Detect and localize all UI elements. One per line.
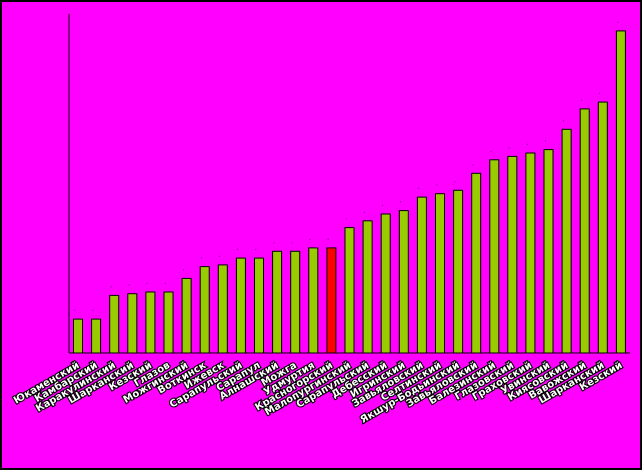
- value-marker-24: ˊ: [507, 147, 510, 154]
- bar-15: [344, 227, 355, 354]
- value-marker-12: ˊ: [290, 242, 293, 249]
- bar-20: [435, 193, 445, 354]
- bar-27: [561, 128, 572, 354]
- bar-3: [127, 293, 138, 354]
- value-marker-0: ˊ: [73, 310, 76, 317]
- value-marker-17: ˊ: [381, 205, 384, 212]
- bar-7: [199, 266, 210, 354]
- bar-26: [543, 149, 554, 354]
- bar-17: [380, 213, 391, 354]
- value-marker-4: ˊ: [145, 283, 148, 290]
- bar-30: [615, 30, 626, 354]
- value-marker-19: ˊ: [417, 188, 420, 195]
- value-marker-5: ˊ: [164, 283, 167, 290]
- value-marker-23: ˊ: [489, 151, 492, 158]
- value-marker-22: ˊ: [471, 164, 474, 171]
- bar-18: [398, 210, 409, 354]
- value-marker-26: ˊ: [544, 141, 547, 148]
- value-marker-11: ˊ: [272, 242, 275, 249]
- value-marker-1: ˊ: [91, 310, 94, 317]
- bar-0: [73, 318, 83, 354]
- bar-14: [326, 247, 337, 354]
- bar-1: [91, 318, 102, 354]
- bar-29: [597, 101, 608, 354]
- value-marker-20: ˊ: [435, 185, 438, 192]
- bar-28: [579, 108, 590, 354]
- value-labels-group: ˊ ˊ ˊ ˊ ˊ ˊ ˊ ˊ ˊ ˊ ˊ ˊ ˊ ˊ ˊ ˊ ˊ ˊ ˊ ˊ ˊ ˊ ˊ ˊ ˊ ˊ ˊ ˊ ˊ ˊ ˊ: [73, 22, 619, 317]
- bar-23: [489, 159, 500, 354]
- value-marker-15: ˊ: [345, 219, 348, 226]
- value-marker-29: ˊ: [598, 93, 601, 100]
- value-marker-10: ˊ: [254, 249, 257, 256]
- value-marker-6: ˊ: [182, 269, 185, 276]
- value-marker-9: ˊ: [236, 249, 239, 256]
- value-marker-25: ˊ: [526, 144, 529, 151]
- bar-19: [416, 196, 427, 354]
- value-marker-30: ˊ: [616, 22, 619, 29]
- value-marker-21: ˊ: [453, 181, 456, 188]
- category-labels-group: ЮкаменскийКамбарскийКаракулинскийШарканс…: [11, 358, 626, 427]
- bar-2: [109, 294, 120, 354]
- value-marker-18: ˊ: [399, 202, 402, 209]
- bar-12: [290, 250, 301, 354]
- value-marker-3: ˊ: [127, 285, 130, 292]
- bar-4: [145, 291, 156, 354]
- value-marker-27: ˊ: [562, 120, 565, 127]
- bar-22: [471, 172, 482, 354]
- value-marker-14: ˊ: [326, 239, 329, 246]
- bars-group: [73, 30, 626, 354]
- bar-10: [254, 257, 264, 354]
- value-marker-28: ˊ: [580, 100, 583, 107]
- value-marker-8: ˊ: [218, 256, 221, 263]
- bar-6: [181, 277, 192, 354]
- value-marker-7: ˊ: [200, 258, 203, 265]
- bar-24: [507, 155, 518, 354]
- bar-5: [163, 291, 174, 354]
- bar-16: [362, 220, 373, 354]
- bar-9: [235, 257, 246, 354]
- bar-13: [308, 247, 319, 354]
- value-marker-2: ˊ: [109, 286, 112, 293]
- bar-25: [525, 152, 536, 354]
- value-marker-16: ˊ: [363, 212, 366, 219]
- bar-8: [217, 264, 228, 354]
- value-marker-13: ˊ: [308, 239, 311, 246]
- bar-11: [272, 250, 283, 354]
- bar-21: [453, 189, 464, 354]
